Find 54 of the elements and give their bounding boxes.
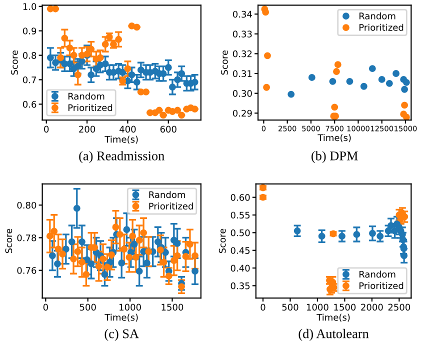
y-tick-label: 0.7 (22, 76, 36, 84)
y-axis-title: Score (218, 228, 226, 254)
x-tick-label: 0 (44, 126, 49, 133)
x-tick-label: 0 (43, 304, 48, 311)
y-tick-label: 0.29 (232, 110, 252, 117)
y-tick-label: 0.80 (17, 202, 36, 209)
text: (a) Readmission (79, 151, 164, 164)
x-tick-label: 600 (160, 126, 176, 133)
legend-label: Random (68, 92, 104, 100)
legend-label: Random (149, 191, 185, 198)
text: (b) DPM (312, 151, 358, 164)
legend-label: Prioritized (68, 104, 112, 112)
legend-label: Prioritized (360, 282, 404, 290)
y-tick-label: 0.35 (230, 282, 250, 290)
y-tick-label: 0.55 (230, 212, 250, 219)
x-tick-label: 0 (260, 304, 266, 311)
legend-label: Prioritized (360, 24, 404, 31)
legend-label: Prioritized (149, 202, 193, 210)
y-tick-label: 1.0 (23, 3, 36, 10)
y-tick-label: 0.6 (22, 100, 36, 108)
y-axis-title: Score (5, 228, 12, 254)
legend-label: Random (360, 12, 396, 20)
x-axis-title: Time(s) (316, 314, 350, 322)
y-axis-title: Score (221, 50, 228, 75)
y-tick-label: 0.50 (230, 229, 250, 236)
x-tick-label: 2000 (361, 304, 383, 311)
x-tick-label: 1000 (306, 304, 328, 311)
x-tick-label: 1500 (334, 304, 356, 311)
y-tick-label: 0.40 (230, 264, 250, 272)
x-tick-label: 1500 (162, 304, 184, 311)
x-tick-label: 500 (282, 304, 298, 311)
y-tick-label: 0.31 (232, 70, 252, 78)
y-axis-title: Score (11, 50, 18, 75)
text: (c) SA (104, 328, 139, 341)
x-tick-label: 400 (120, 126, 136, 133)
legend-label: Random (360, 270, 396, 278)
y-tick-label: 0.32 (232, 50, 252, 58)
x-tick-label: 200 (79, 126, 96, 133)
y-tick-label: 0.30 (232, 90, 252, 97)
y-tick-label: 0.78 (17, 234, 36, 242)
y-tick-label: 0.8 (22, 52, 36, 59)
x-tick-label: 1000 (120, 304, 141, 311)
x-axis-title: Time(s) (104, 314, 138, 322)
y-tick-label: 0.9 (22, 28, 36, 34)
x-tick-label: 2500 (388, 304, 410, 311)
text: (d) Autolearn (298, 328, 369, 341)
y-tick-label: 0.45 (230, 247, 250, 254)
y-tick-label: 0.33 (232, 30, 252, 38)
x-axis-title: Time(s) (318, 134, 351, 142)
y-tick-label: 0.60 (230, 194, 250, 201)
x-axis-title: Time(s) (104, 136, 138, 144)
y-tick-label: 0.76 (17, 267, 36, 274)
y-tick-label: 0.34 (232, 10, 252, 18)
x-tick-label: 500 (80, 304, 96, 311)
